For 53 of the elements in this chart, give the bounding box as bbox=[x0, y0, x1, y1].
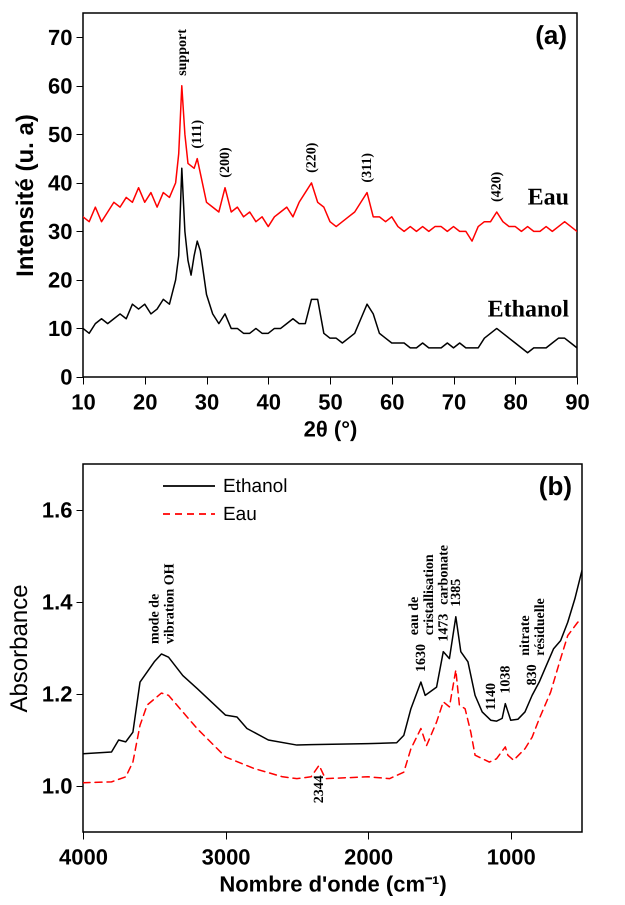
x-tick-label: 10 bbox=[71, 390, 96, 414]
annotation: (a) bbox=[535, 20, 567, 50]
annotation: 1385 bbox=[448, 578, 464, 607]
series-label: Ethanol bbox=[488, 296, 570, 322]
annotation: 1630 bbox=[414, 644, 429, 672]
annotation: eau de cristallisation bbox=[406, 554, 437, 636]
y-tick-label: 20 bbox=[48, 267, 72, 292]
annotation: 1473 bbox=[436, 614, 452, 642]
y-tick-label: 1.6 bbox=[42, 498, 72, 522]
annotation: (220) bbox=[304, 142, 320, 173]
annotation: 1140 bbox=[484, 682, 499, 710]
x-tick-label: 4000 bbox=[59, 844, 108, 870]
x-tick-label: 60 bbox=[380, 390, 404, 414]
annotation: (111) bbox=[190, 119, 206, 149]
annotation: mode de vibration OH bbox=[147, 563, 178, 644]
annotation: (200) bbox=[218, 147, 234, 178]
line-series bbox=[83, 85, 577, 242]
annotation: (420) bbox=[490, 171, 505, 202]
y-tick-label: 1.4 bbox=[42, 590, 74, 614]
annotation: carbonate bbox=[436, 544, 452, 605]
x-tick-label: 3000 bbox=[202, 844, 251, 870]
x-tick-label: 50 bbox=[318, 390, 343, 414]
x-tick-label: 70 bbox=[442, 390, 466, 414]
y-tick-label: 0 bbox=[60, 364, 72, 390]
y-axis-title: Intensité (u. a) bbox=[12, 114, 40, 277]
y-tick-label: 1.0 bbox=[42, 774, 72, 798]
x-tick-label: 80 bbox=[504, 390, 528, 414]
y-tick-label: 30 bbox=[48, 218, 72, 244]
annotation: nitrate résiduelle bbox=[518, 598, 548, 656]
annotation: 830 bbox=[525, 664, 540, 686]
x-tick-label: 40 bbox=[256, 390, 281, 414]
y-tick-label: 70 bbox=[48, 24, 72, 50]
y-tick-label: 60 bbox=[48, 73, 72, 98]
x-tick-label: 2000 bbox=[344, 844, 394, 870]
x-tick-label: 1000 bbox=[486, 844, 536, 870]
annotation: support bbox=[174, 28, 190, 76]
legend-label: Ethanol bbox=[223, 476, 288, 497]
x-axis-title: Nombre d'onde (cm⁻¹) bbox=[219, 872, 447, 896]
annotation: 1038 bbox=[498, 666, 514, 694]
x-tick-label: 20 bbox=[133, 390, 158, 414]
x-axis-title: 2θ (°) bbox=[304, 416, 358, 442]
legend-label: Eau bbox=[223, 504, 257, 525]
x-tick-label: 30 bbox=[194, 390, 220, 414]
annotation: 2344 bbox=[312, 775, 328, 804]
y-tick-label: 50 bbox=[48, 122, 72, 147]
series-label: Eau bbox=[528, 184, 569, 211]
annotation: (311) bbox=[360, 152, 376, 183]
y-tick-label: 10 bbox=[48, 316, 72, 341]
y-axis-title: Absorbance bbox=[6, 584, 33, 713]
annotation: (b) bbox=[538, 471, 572, 501]
x-tick-label: 90 bbox=[565, 390, 590, 414]
y-tick-label: 40 bbox=[48, 170, 72, 196]
y-tick-label: 1.2 bbox=[42, 682, 72, 706]
